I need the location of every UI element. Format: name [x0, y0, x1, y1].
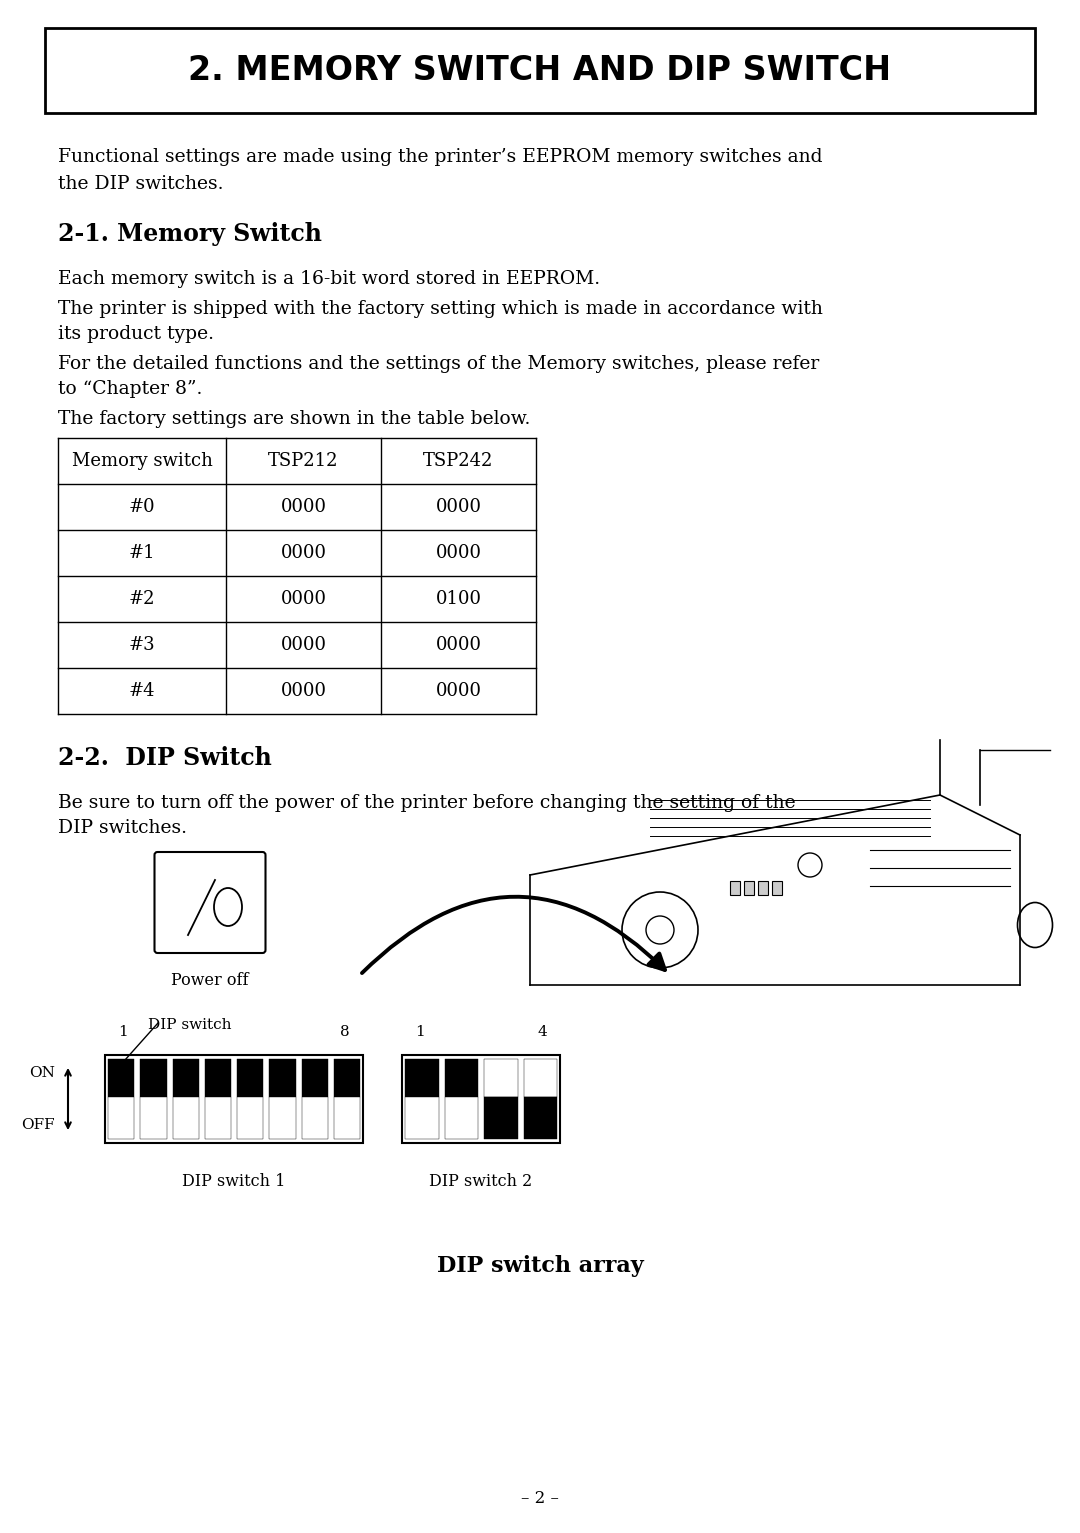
- Text: DIP switch 1: DIP switch 1: [183, 1173, 286, 1190]
- Circle shape: [646, 917, 674, 944]
- Text: Be sure to turn off the power of the printer before changing the setting of the: Be sure to turn off the power of the pri…: [58, 794, 796, 812]
- Text: Memory switch: Memory switch: [71, 452, 213, 471]
- Bar: [402, 1055, 561, 1144]
- Text: 0000: 0000: [281, 544, 326, 563]
- Text: to “Chapter 8”.: to “Chapter 8”.: [58, 380, 202, 399]
- Bar: [405, 1059, 438, 1098]
- Bar: [108, 1098, 134, 1139]
- Text: OFF: OFF: [22, 1118, 55, 1131]
- Bar: [140, 1098, 166, 1139]
- Bar: [730, 881, 740, 895]
- Text: 0000: 0000: [281, 636, 326, 655]
- Text: Functional settings are made using the printer’s EEPROM memory switches and: Functional settings are made using the p…: [58, 149, 823, 166]
- Text: The factory settings are shown in the table below.: The factory settings are shown in the ta…: [58, 409, 530, 428]
- Bar: [205, 1059, 231, 1098]
- Text: – 2 –: – 2 –: [521, 1490, 559, 1507]
- Bar: [334, 1098, 360, 1139]
- Text: 0000: 0000: [281, 682, 326, 701]
- Bar: [445, 1098, 478, 1139]
- Text: 1: 1: [415, 1026, 424, 1039]
- Bar: [237, 1098, 264, 1139]
- Text: TSP242: TSP242: [423, 452, 494, 471]
- Text: the DIP switches.: the DIP switches.: [58, 175, 224, 193]
- Bar: [108, 1059, 134, 1098]
- Bar: [758, 881, 768, 895]
- Text: DIP switch 2: DIP switch 2: [430, 1173, 532, 1190]
- Text: 0000: 0000: [435, 636, 482, 655]
- Text: #1: #1: [129, 544, 156, 563]
- Text: For the detailed functions and the settings of the Memory switches, please refer: For the detailed functions and the setti…: [58, 356, 820, 373]
- Text: 1: 1: [118, 1026, 127, 1039]
- Bar: [301, 1098, 327, 1139]
- Text: TSP212: TSP212: [268, 452, 339, 471]
- Text: #4: #4: [129, 682, 156, 701]
- Text: 2. MEMORY SWITCH AND DIP SWITCH: 2. MEMORY SWITCH AND DIP SWITCH: [188, 54, 892, 87]
- Bar: [484, 1098, 517, 1139]
- Text: 0000: 0000: [435, 544, 482, 563]
- Bar: [105, 1055, 363, 1144]
- Text: 0000: 0000: [281, 590, 326, 609]
- Text: The printer is shipped with the factory setting which is made in accordance with: The printer is shipped with the factory …: [58, 300, 823, 317]
- Bar: [269, 1098, 296, 1139]
- Text: #0: #0: [129, 498, 156, 517]
- Bar: [269, 1059, 296, 1098]
- Bar: [334, 1059, 360, 1098]
- Text: 0000: 0000: [435, 498, 482, 517]
- Text: DIP switch array: DIP switch array: [436, 1256, 644, 1277]
- FancyBboxPatch shape: [154, 852, 266, 954]
- Bar: [45, 28, 1035, 113]
- Circle shape: [798, 852, 822, 877]
- Text: #2: #2: [129, 590, 156, 609]
- Text: #3: #3: [129, 636, 156, 655]
- Bar: [173, 1059, 199, 1098]
- Text: Power off: Power off: [172, 972, 248, 989]
- Bar: [524, 1098, 557, 1139]
- Bar: [744, 881, 754, 895]
- Text: ON: ON: [29, 1065, 55, 1081]
- FancyArrowPatch shape: [362, 897, 665, 973]
- Circle shape: [622, 892, 698, 967]
- Text: 0000: 0000: [435, 682, 482, 701]
- Bar: [173, 1098, 199, 1139]
- Bar: [772, 881, 782, 895]
- Text: DIP switch: DIP switch: [148, 1018, 231, 1032]
- Bar: [484, 1059, 517, 1098]
- Bar: [301, 1059, 327, 1098]
- Bar: [524, 1059, 557, 1098]
- Text: 8: 8: [340, 1026, 350, 1039]
- Bar: [445, 1059, 478, 1098]
- Bar: [405, 1098, 438, 1139]
- Ellipse shape: [214, 888, 242, 926]
- Text: 2-1. Memory Switch: 2-1. Memory Switch: [58, 222, 322, 245]
- Text: 4: 4: [537, 1026, 546, 1039]
- Bar: [140, 1059, 166, 1098]
- Text: 0100: 0100: [435, 590, 482, 609]
- Text: 2-2.  DIP Switch: 2-2. DIP Switch: [58, 747, 272, 770]
- Ellipse shape: [1017, 903, 1053, 947]
- Bar: [237, 1059, 264, 1098]
- Text: Each memory switch is a 16-bit word stored in EEPROM.: Each memory switch is a 16-bit word stor…: [58, 270, 600, 288]
- Text: its product type.: its product type.: [58, 325, 214, 343]
- Text: DIP switches.: DIP switches.: [58, 819, 187, 837]
- Bar: [205, 1098, 231, 1139]
- Text: 0000: 0000: [281, 498, 326, 517]
